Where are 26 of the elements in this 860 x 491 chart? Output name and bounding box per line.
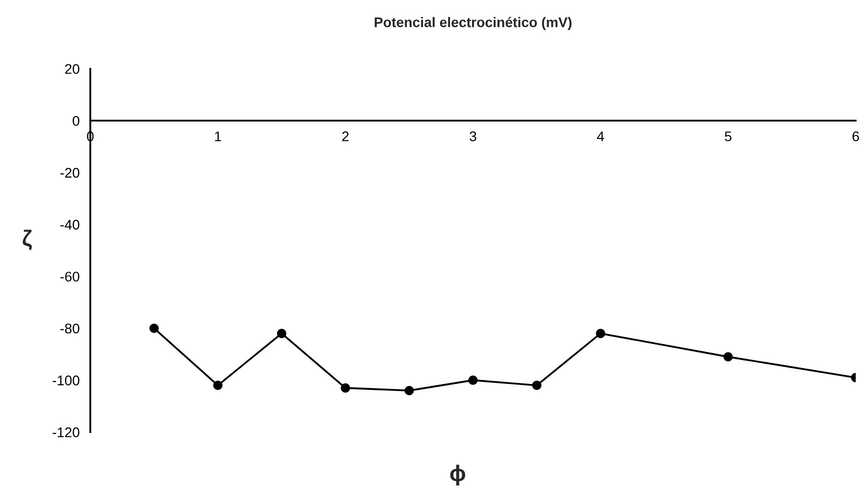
point (532, 380, 542, 390)
x-tick-label: 4 (597, 132, 604, 142)
y-tick-label: 20 (65, 64, 80, 74)
point (213, 380, 223, 390)
point (149, 324, 159, 333)
point (468, 375, 478, 385)
chart-title: Potencial electrocinético (mV) (374, 16, 572, 30)
y-tick-label: -20 (60, 168, 80, 178)
x-tick-label: 2 (342, 131, 349, 142)
point (596, 328, 606, 338)
point (276, 328, 286, 338)
y-tick-label: 0 (72, 116, 80, 126)
x-tick-label: 5 (724, 132, 732, 142)
y-axis-title: ζ (22, 230, 32, 250)
point (340, 383, 350, 393)
x-tick-label: 1 (215, 132, 222, 142)
point (404, 386, 414, 396)
y-tick-label: -40 (60, 220, 80, 230)
x-tick-label: 6 (852, 131, 859, 142)
point (723, 352, 733, 362)
y-tick-label: -80 (60, 324, 80, 334)
x-tick-label: 3 (470, 131, 476, 142)
y-tick-label: -100 (52, 376, 80, 386)
y-tick-label: -120 (52, 427, 80, 438)
x-axis-title: ϕ (450, 464, 466, 486)
y-tick-label: -60 (60, 272, 80, 282)
